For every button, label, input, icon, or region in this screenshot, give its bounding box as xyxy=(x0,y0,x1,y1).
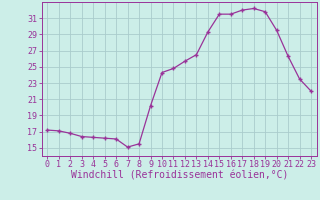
X-axis label: Windchill (Refroidissement éolien,°C): Windchill (Refroidissement éolien,°C) xyxy=(70,171,288,181)
